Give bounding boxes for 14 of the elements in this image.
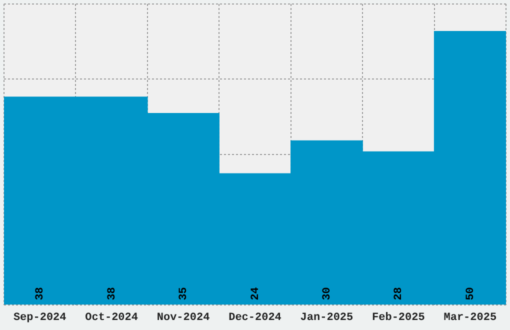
x-tick-label: Jan-2025 (300, 312, 354, 324)
data-label: 24 (250, 286, 262, 300)
x-tick-label: Dec-2024 (228, 312, 282, 324)
x-tick-label: Oct-2024 (85, 312, 138, 324)
data-label: 50 (464, 287, 477, 300)
data-label: 30 (321, 287, 334, 300)
x-tick-label: Sep-2024 (13, 312, 67, 324)
data-label: 38 (106, 286, 118, 300)
data-label: 35 (178, 286, 190, 300)
x-tick-label: Mar-2025 (444, 312, 497, 324)
data-label: 28 (393, 286, 406, 300)
x-tick-label: Nov-2024 (156, 312, 210, 324)
data-label: 38 (34, 286, 47, 300)
x-tick-label: Feb-2025 (372, 312, 426, 324)
